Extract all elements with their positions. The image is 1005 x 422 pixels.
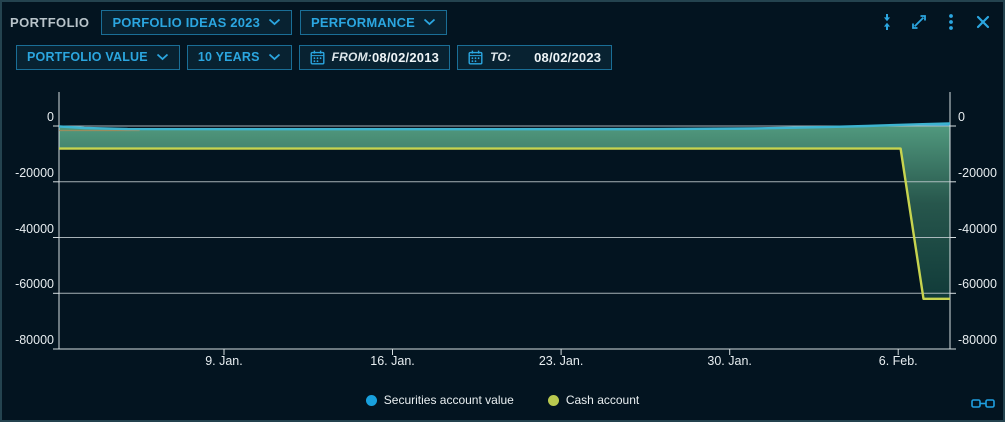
y-axis-label-left: -20000 <box>15 165 54 180</box>
chevron-down-icon <box>156 53 168 61</box>
to-value: 08/02/2023 <box>534 49 602 65</box>
page-title: PORTFOLIO <box>10 14 90 30</box>
header-toolbar: PORTFOLIO PORFOLIO IDEAS 2023 PERFORMANC… <box>10 9 993 35</box>
chart-legend: Securities account value Cash account <box>2 391 1003 409</box>
range-select[interactable]: 10 YEARS <box>186 44 292 70</box>
range-select-value: 10 YEARS <box>197 50 260 64</box>
calendar-icon <box>468 50 483 64</box>
cash-legend-dot <box>547 394 559 406</box>
from-date-field[interactable]: FROM: 08/02/2013 <box>298 44 451 70</box>
y-axis-label-left: -60000 <box>15 277 54 292</box>
cash-legend-label: Cash account <box>565 393 640 407</box>
y-axis-label-right: -20000 <box>958 165 997 180</box>
close-icon[interactable] <box>973 12 993 32</box>
securities-legend-dot <box>365 394 377 406</box>
expand-icon[interactable] <box>909 12 929 32</box>
chevron-down-icon <box>268 18 281 26</box>
chart-area: 0 0 -20000 -20000 -40000 -40000 -60000 -60000 -8… <box>2 2 1005 387</box>
legend-item-securities[interactable]: Securities account value <box>365 393 514 407</box>
kebab-menu-icon[interactable] <box>941 12 961 32</box>
view-select-value: PERFORMANCE <box>311 14 416 30</box>
chevron-down-icon <box>268 53 280 61</box>
window-actions <box>877 12 993 32</box>
view-select[interactable]: PERFORMANCE <box>300 9 448 35</box>
x-axis-label: 16. Jan. <box>370 354 415 368</box>
legend-item-cash[interactable]: Cash account <box>547 393 640 407</box>
from-value: 08/02/2013 <box>371 49 440 65</box>
y-axis-label-right: -60000 <box>958 277 997 292</box>
y-axis-label-right: 0 <box>958 110 965 124</box>
y-axis-label-right: -40000 <box>958 221 997 236</box>
metric-select-value: PORTFOLIO VALUE <box>27 50 148 64</box>
calendar-icon <box>310 50 325 64</box>
filter-toolbar: PORTFOLIO VALUE 10 YEARS FROM: 08/02/2013 <box>16 44 613 70</box>
chevron-down-icon <box>423 18 436 26</box>
collapse-vertical-icon[interactable] <box>877 12 897 32</box>
x-axis-label: 30. Jan. <box>707 354 752 368</box>
y-axis-label-left: 0 <box>47 110 54 124</box>
metric-select[interactable]: PORTFOLIO VALUE <box>16 44 180 70</box>
plot-svg[interactable] <box>2 2 1005 387</box>
from-label: FROM: <box>331 50 372 64</box>
portfolio-select[interactable]: PORFOLIO IDEAS 2023 <box>101 9 292 35</box>
x-axis-label: 23. Jan. <box>538 354 584 368</box>
y-axis-label-left: -40000 <box>15 221 54 236</box>
x-axis-label: 6. Feb. <box>878 354 918 368</box>
link-icon[interactable] <box>971 397 995 415</box>
to-label: TO: <box>490 50 512 64</box>
portfolio-select-value: PORFOLIO IDEAS 2023 <box>112 14 260 30</box>
y-axis-label-left: -80000 <box>15 333 54 347</box>
securities-legend-label: Securities account value <box>383 393 514 407</box>
y-axis-label-right: -80000 <box>958 333 997 347</box>
to-date-field[interactable]: TO: 08/02/2023 <box>457 44 613 70</box>
x-axis-label: 9. Jan. <box>205 354 243 368</box>
